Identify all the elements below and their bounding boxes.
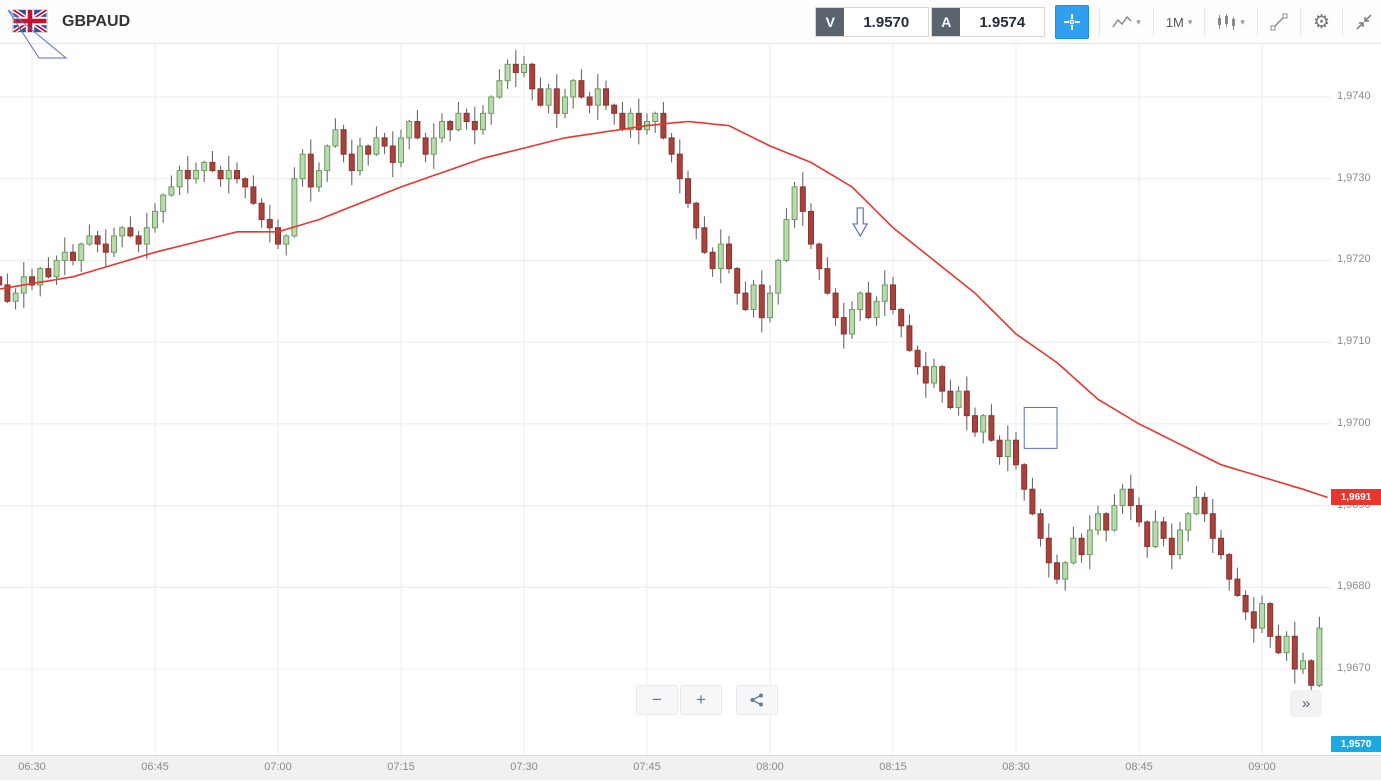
- timeframe-selector[interactable]: 1M ▾: [1164, 15, 1195, 30]
- chevron-down-icon: ▾: [1188, 17, 1193, 28]
- bid-price-badge: 1,9570: [1331, 736, 1381, 752]
- chevron-down-icon: ▾: [1136, 17, 1141, 28]
- price-tick-label: 1,9740: [1337, 90, 1371, 102]
- time-tick-label: 06:30: [18, 761, 46, 773]
- time-tick-label: 08:30: [1002, 761, 1030, 773]
- toolbar-divider: [1342, 8, 1343, 36]
- crosshair-button[interactable]: [1055, 5, 1089, 39]
- toolbar-divider: [1257, 8, 1258, 36]
- price-tick-label: 1,9710: [1337, 335, 1371, 347]
- sell-price: 1.9570: [844, 8, 928, 36]
- price-tick-label: 1,9730: [1337, 172, 1371, 184]
- drawing-tools-button[interactable]: [1268, 13, 1290, 31]
- union-jack-flag: [13, 10, 47, 32]
- price-tick-label: 1,9680: [1337, 580, 1371, 592]
- toolbar-divider: [1153, 8, 1154, 36]
- time-tick-label: 08:15: [879, 761, 907, 773]
- sell-button[interactable]: V 1.9570: [815, 7, 929, 37]
- toolbar: GBPAUD V 1.9570 A 1.9574 ▾: [0, 0, 1381, 44]
- share-button[interactable]: [736, 685, 778, 715]
- time-tick-label: 07:15: [387, 761, 415, 773]
- scroll-to-latest-button[interactable]: »: [1290, 690, 1322, 717]
- chevron-down-icon: ▾: [1240, 17, 1245, 28]
- collapse-icon: [1355, 13, 1373, 31]
- price-tick-label: 1,9720: [1337, 253, 1371, 265]
- buy-price: 1.9574: [960, 8, 1044, 36]
- instrument-flag-icon: [12, 9, 48, 33]
- share-icon: [749, 692, 765, 708]
- zoom-out-button[interactable]: −: [636, 685, 678, 715]
- time-tick-label: 09:00: [1248, 761, 1276, 773]
- price-tick-label: 1,9670: [1337, 662, 1371, 674]
- candlestick-icon: [1217, 14, 1236, 30]
- time-tick-labels: 06:30 06:45 07:00 07:15 07:30 07:45 08:00 08:15…: [0, 756, 1381, 781]
- time-tick-label: 07:00: [264, 761, 292, 773]
- crosshair-icon: [1063, 13, 1081, 31]
- time-tick-label: 08:00: [756, 761, 784, 773]
- trend-line-icon: [1270, 13, 1288, 31]
- zoom-in-button[interactable]: +: [680, 685, 722, 715]
- time-axis[interactable]: 06:30 06:45 07:00 07:15 07:30 07:45 08:00 08:15…: [0, 755, 1381, 780]
- settings-button[interactable]: ⚙: [1311, 13, 1332, 32]
- toolbar-divider: [1204, 8, 1205, 36]
- toolbar-divider: [1099, 8, 1100, 36]
- time-tick-label: 07:30: [510, 761, 538, 773]
- timeframe-value: 1M: [1166, 15, 1184, 30]
- toolbar-right: V 1.9570 A 1.9574 ▾ 1M ▾: [813, 0, 1375, 44]
- price-tick-labels: 1,97401,97301,97201,97101,97001,96901,96…: [1331, 44, 1381, 755]
- gear-icon: ⚙: [1313, 13, 1330, 32]
- chart-style-button[interactable]: ▾: [1215, 14, 1247, 30]
- sell-label: V: [816, 8, 844, 36]
- price-tick-label: 1,9700: [1337, 417, 1371, 429]
- buy-label: A: [932, 8, 960, 36]
- zoom-controls: − +: [636, 685, 780, 715]
- price-axis[interactable]: 1,97401,97301,97201,97101,97001,96901,96…: [1331, 44, 1381, 755]
- symbol-title: GBPAUD: [62, 0, 130, 44]
- buy-button[interactable]: A 1.9574: [931, 7, 1045, 37]
- collapse-chart-button[interactable]: [1353, 13, 1375, 31]
- time-tick-label: 08:45: [1125, 761, 1153, 773]
- ma-price-badge: 1,9691: [1331, 489, 1381, 505]
- chart-type-button[interactable]: ▾: [1110, 15, 1143, 29]
- toolbar-divider: [1300, 8, 1301, 36]
- candlestick-chart[interactable]: [0, 44, 1331, 755]
- line-chart-icon: [1112, 15, 1132, 29]
- time-tick-label: 07:45: [633, 761, 661, 773]
- time-tick-label: 06:45: [141, 761, 169, 773]
